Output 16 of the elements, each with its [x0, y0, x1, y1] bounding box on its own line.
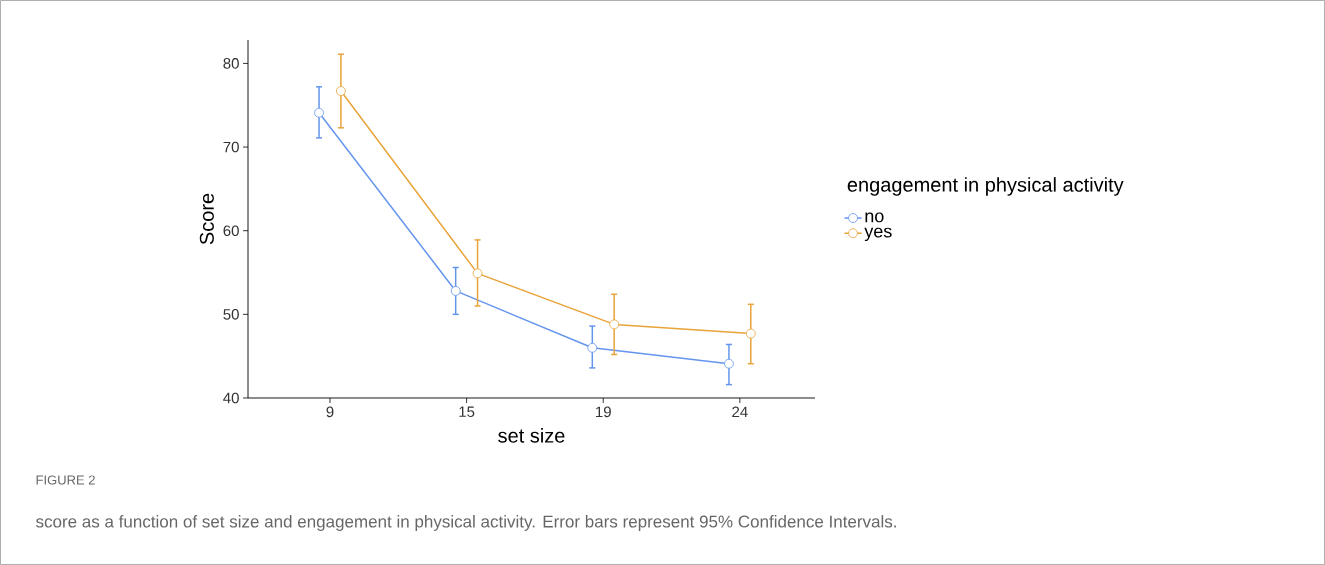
- x-tick-label: 15: [459, 406, 475, 417]
- y-tick-label: 60: [223, 225, 239, 237]
- y-tick-label: 80: [223, 58, 239, 69]
- x-tick-label: 19: [596, 406, 611, 418]
- y-tick-label: 40: [223, 392, 239, 404]
- legend-label: yes: [864, 227, 892, 242]
- y-axis-title: Score: [199, 193, 214, 245]
- x-tick-label: 24: [732, 406, 748, 418]
- legend-title: engagement in physical activity: [847, 177, 1124, 196]
- text: score as a function of set size and engagement in physical activity. Error bars represent 95% Confidence Intervals.: [36, 515, 896, 531]
- caption: FIGURE 2: [36, 475, 95, 485]
- legend-label: no: [865, 212, 884, 223]
- x-tick-label: 9: [326, 406, 334, 418]
- y-tick-label: 50: [223, 309, 239, 320]
- x-axis-title: set size: [498, 428, 565, 443]
- y-tick-label: 70: [223, 141, 239, 153]
